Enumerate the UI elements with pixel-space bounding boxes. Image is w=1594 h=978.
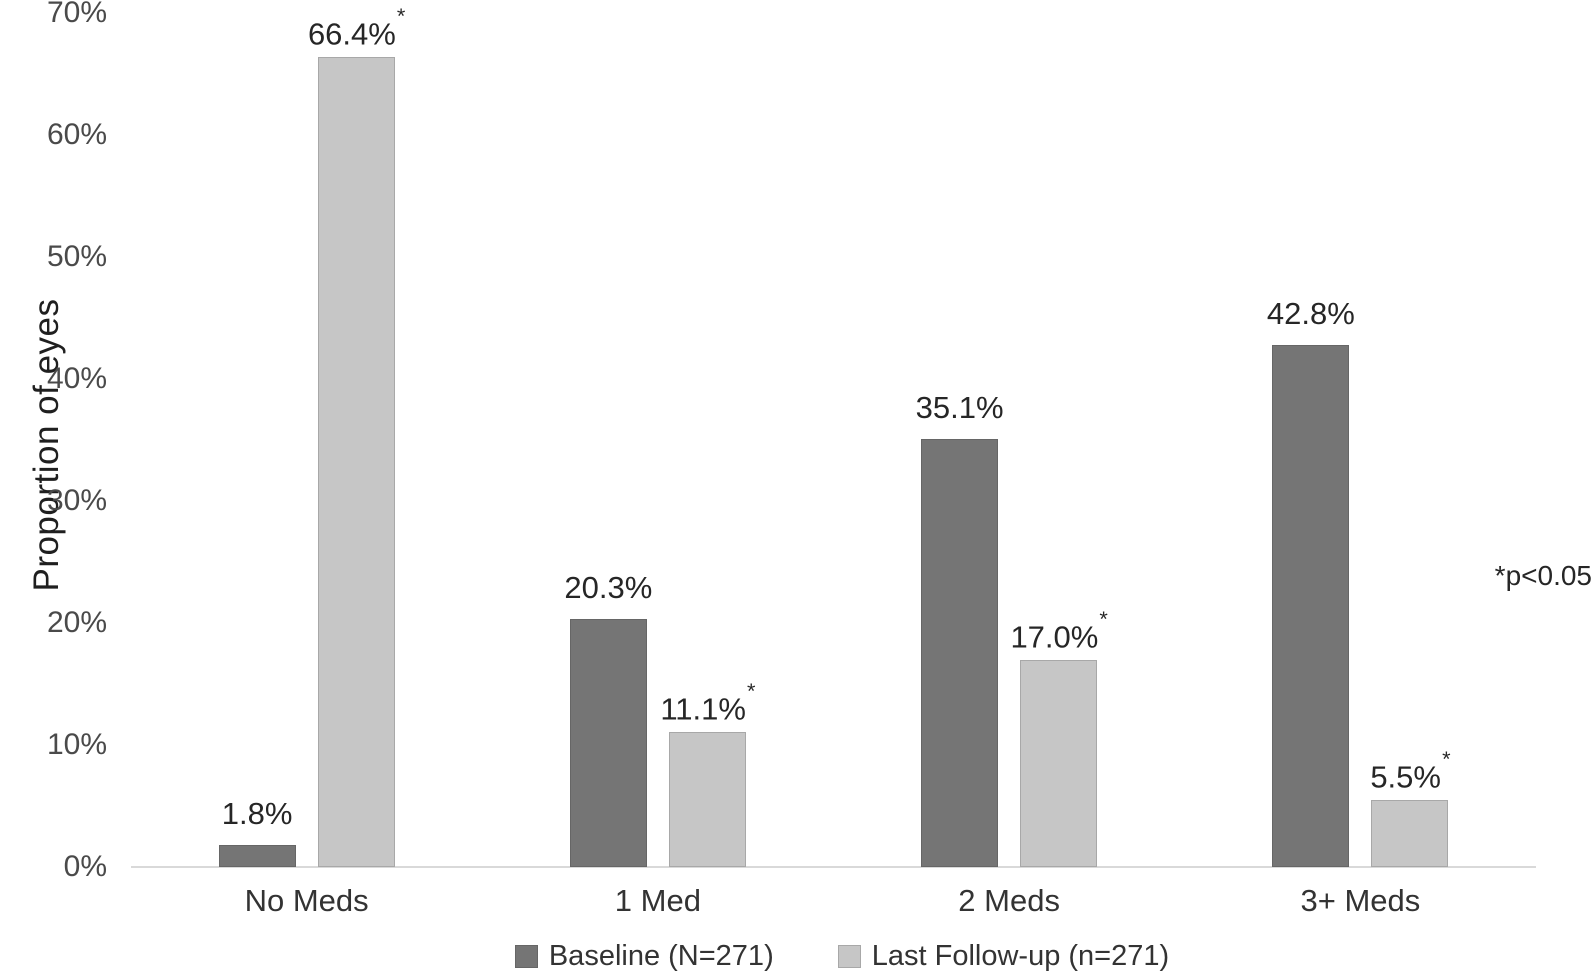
y-tick-label-60pct: 60% — [46, 118, 107, 151]
x-category-label-no-meds: No Meds — [244, 883, 369, 918]
x-category-label-1-med: 1 Med — [614, 883, 701, 918]
x-category-label-2-meds: 2 Meds — [958, 883, 1060, 918]
value-label-baseline-no-meds: 1.8% — [221, 796, 293, 831]
bar-last-no-meds — [317, 57, 395, 867]
significance-star: * — [747, 678, 756, 704]
value-label-baseline-3-meds: 42.8% — [1266, 296, 1355, 331]
value-label-baseline-1-med: 20.3% — [564, 570, 653, 605]
legend-item-baseline: Baseline (N=271) — [514, 940, 774, 973]
bar-last-1-med — [668, 732, 746, 867]
value-label-baseline-2-meds: 35.1% — [915, 390, 1004, 425]
legend-label: Baseline (N=271) — [548, 940, 774, 972]
legend-swatch-icon — [514, 945, 538, 968]
significance-star: * — [396, 3, 406, 29]
y-tick-label-50pct: 50% — [46, 240, 107, 273]
value-label-last-2-meds: 17.0%* — [1010, 606, 1108, 655]
x-category-label-3-meds: 3+ Meds — [1300, 883, 1421, 918]
x-axis-line — [131, 866, 1536, 868]
bar-baseline-3-meds — [1272, 345, 1350, 867]
legend-swatch-icon — [837, 945, 861, 968]
y-tick-label-30pct: 30% — [46, 484, 107, 517]
legend-item-last: Last Follow-up (n=271) — [837, 940, 1170, 973]
bar-baseline-2-meds — [921, 439, 999, 867]
y-tick-label-70pct: 70% — [46, 0, 107, 29]
bar-baseline-no-meds — [218, 845, 296, 867]
y-tick-label-0pct: 0% — [63, 850, 107, 883]
significance-star: * — [1099, 606, 1108, 632]
value-label-last-1-med: 11.1%* — [660, 678, 756, 727]
significance-star: * — [1442, 746, 1451, 772]
value-label-last-no-meds: 66.4%* — [307, 3, 406, 52]
y-tick-label-10pct: 10% — [46, 728, 107, 761]
y-tick-label-40pct: 40% — [46, 362, 107, 395]
legend-label: Last Follow-up (n=271) — [871, 940, 1170, 972]
y-tick-label-20pct: 20% — [46, 606, 107, 639]
value-label-last-3-meds: 5.5%* — [1370, 746, 1451, 795]
legend: Baseline (N=271) Last Follow-up (n=271) — [130, 940, 1554, 973]
significance-note: *p<0.05 — [1494, 560, 1592, 591]
bar-last-3-meds — [1371, 800, 1449, 867]
bar-last-2-meds — [1020, 660, 1098, 867]
bar-baseline-1-med — [569, 619, 647, 867]
